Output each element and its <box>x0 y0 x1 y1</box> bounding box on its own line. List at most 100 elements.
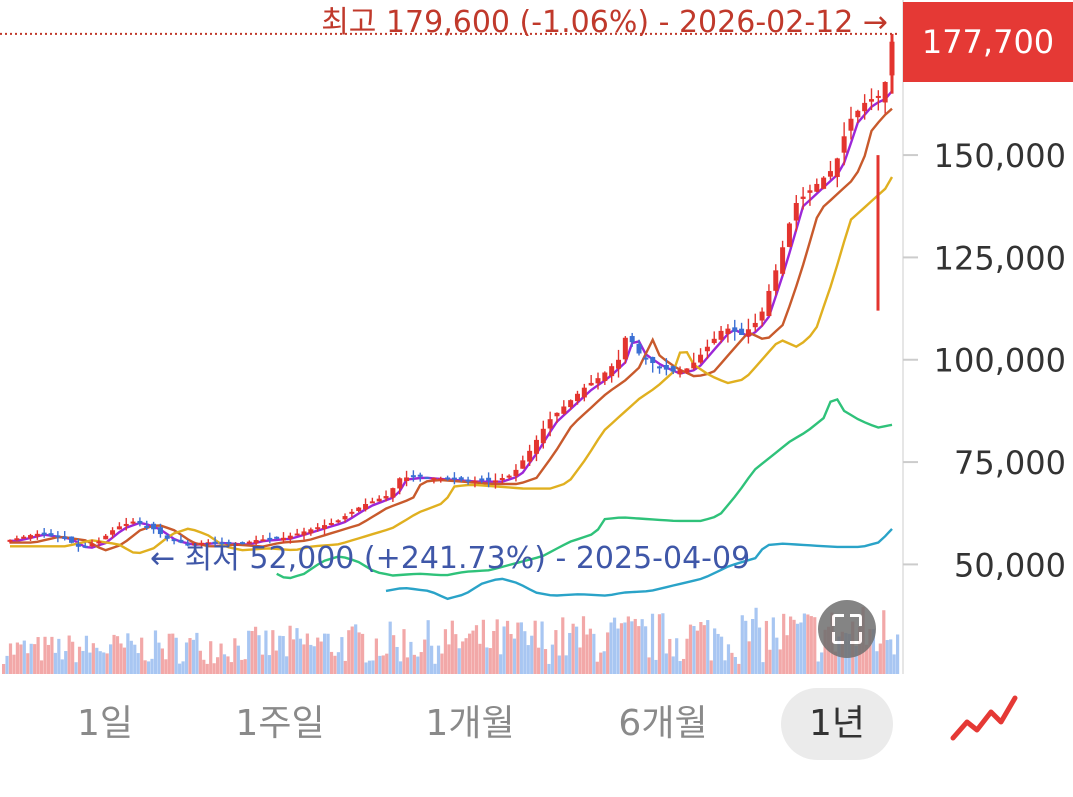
candle-body <box>397 478 403 489</box>
volume-bar <box>167 633 171 674</box>
candle-body <box>663 364 669 370</box>
volume-bar <box>675 638 679 674</box>
volume-bar <box>885 640 889 674</box>
candle-body <box>404 477 410 482</box>
volume-bar <box>744 620 748 674</box>
volume-bar <box>647 657 651 674</box>
tab-1-day[interactable]: 1일 <box>76 703 134 744</box>
volume-bar <box>267 655 271 674</box>
candle-body <box>834 158 840 177</box>
tab-6-months[interactable]: 6개월 <box>618 703 708 744</box>
volume-bar <box>305 633 309 674</box>
volume-bar <box>612 617 617 674</box>
candle-body <box>438 478 444 481</box>
candle-body <box>848 118 854 131</box>
candle-body <box>588 382 594 386</box>
volume-bar <box>447 644 451 674</box>
candle-body <box>7 539 13 542</box>
volume-bar <box>568 632 572 674</box>
volume-bar <box>109 644 113 674</box>
volume-bar <box>243 659 247 674</box>
volume-bar <box>336 652 341 674</box>
volume-bar <box>716 633 720 674</box>
volume-bar <box>222 654 227 674</box>
candle-body <box>821 177 827 189</box>
candle-body <box>260 539 266 542</box>
fit-screen-icon <box>832 614 862 644</box>
volume-bar <box>371 660 375 674</box>
volume-bar <box>464 638 468 674</box>
volume-bar <box>633 618 637 674</box>
volume-bar <box>502 626 506 674</box>
volume-bar <box>443 629 448 674</box>
volume-bar <box>423 639 427 674</box>
candle-body <box>581 387 587 398</box>
volume-bar <box>350 626 354 674</box>
volume-bar <box>467 633 472 674</box>
volume-bar <box>868 629 872 674</box>
candle-body <box>55 535 61 538</box>
candle-body <box>280 537 286 541</box>
volume-bar <box>191 639 196 674</box>
volume-bar <box>57 638 61 674</box>
volume-bar <box>146 661 151 674</box>
candle-body <box>786 223 792 247</box>
volume-bar <box>644 626 648 674</box>
candle-body <box>239 542 245 545</box>
volume-bar <box>761 662 765 674</box>
volume-bar <box>98 651 102 674</box>
volume-bar <box>606 632 610 674</box>
tab-1-month[interactable]: 1개월 <box>425 703 515 744</box>
candle-body <box>540 428 546 444</box>
candle-body <box>123 523 129 526</box>
tab-1-week[interactable]: 1주일 <box>235 703 325 744</box>
volume-bar <box>360 633 365 674</box>
candle-body <box>875 95 881 98</box>
volume-bar <box>599 652 603 674</box>
candle-body <box>657 366 663 369</box>
candle-body <box>759 311 765 321</box>
volume-bar <box>367 660 372 674</box>
volume-bar <box>240 659 244 674</box>
volume-bar <box>795 623 800 674</box>
volume-bar <box>160 648 164 674</box>
volume-bar <box>50 636 54 674</box>
volume-bar <box>630 621 634 674</box>
volume-bar <box>668 638 672 674</box>
candle-body <box>212 541 218 544</box>
candle-body <box>328 522 334 525</box>
volume-bar <box>671 656 675 674</box>
candle-body <box>226 541 232 544</box>
volume-bar <box>637 626 641 674</box>
candle-body <box>814 183 820 192</box>
volume-bar <box>664 653 668 674</box>
volume-bar <box>775 637 779 674</box>
annotations: 최고 179,600 (-1.06%) - 2026-02-12 → ← 최저 … <box>0 5 898 576</box>
volume-bar <box>302 644 306 674</box>
volume-bar <box>754 607 758 674</box>
volume-bar <box>650 613 655 674</box>
volume-bar <box>374 638 378 674</box>
tab-1-year[interactable]: 1년 <box>781 688 893 760</box>
candle-body <box>48 533 54 536</box>
volume-bar <box>174 637 178 674</box>
volume-bar <box>699 622 703 674</box>
volume-bar <box>896 634 900 674</box>
volume-bar <box>157 642 161 674</box>
candle-body <box>882 81 888 103</box>
volume-bar <box>316 637 320 674</box>
volume-bar <box>785 635 789 674</box>
volume-bar <box>733 656 737 674</box>
candle-body <box>294 533 300 536</box>
moving-average-lines <box>10 90 894 601</box>
volume-bar <box>67 635 71 674</box>
candle-body <box>185 543 191 546</box>
chart-type-button[interactable] <box>945 688 1025 748</box>
fit-screen-button[interactable] <box>818 600 876 658</box>
volume-bar <box>492 630 496 674</box>
volume-bar <box>530 635 534 674</box>
price-chart[interactable]: 150,000 125,000 100,000 75,000 50,000 최고 179… <box>0 0 1073 680</box>
volume-bar <box>747 641 751 674</box>
volume-bar <box>878 643 882 674</box>
candle-body <box>192 543 198 546</box>
